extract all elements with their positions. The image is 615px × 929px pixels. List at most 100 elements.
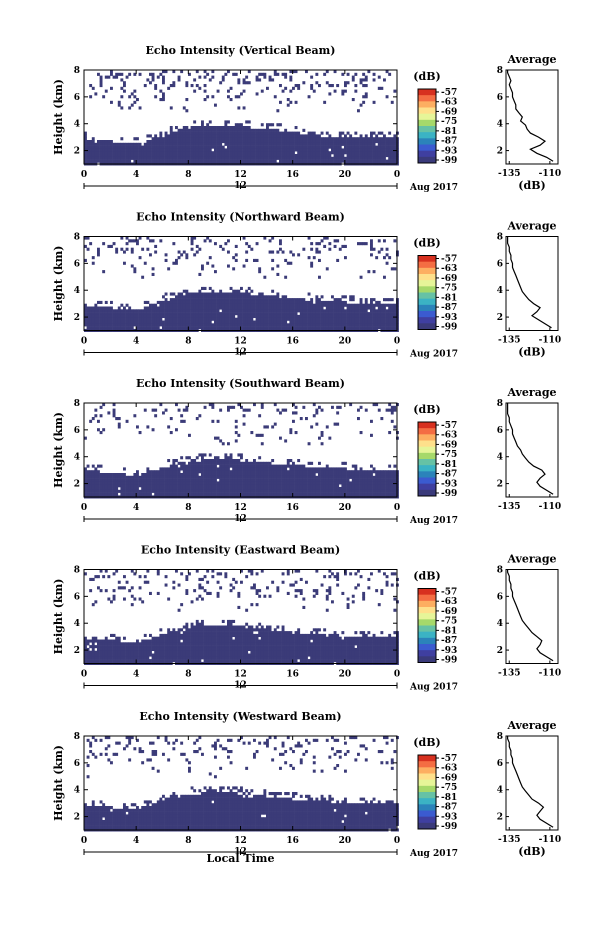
heatmap-cell [276,298,280,302]
heatmap-cell [102,475,106,479]
heatmap-cell [128,239,132,243]
heatmap-cell [224,456,228,460]
average-y-tick-label: 4 [497,120,503,130]
heatmap-cell [206,134,210,138]
heatmap-cell [172,70,176,74]
heatmap-cell [383,492,386,496]
heatmap-cell [242,481,246,485]
heatmap-cell [279,159,282,163]
heatmap-cell [310,312,314,316]
heatmap-cell [138,320,142,324]
heatmap-cell [112,314,116,318]
heatmap-cell [201,151,204,155]
heatmap-cell [136,145,139,149]
heatmap-cell [227,303,230,307]
heatmap-cell [307,442,311,446]
heatmap-cell [167,145,171,149]
heatmap-cell [359,317,363,321]
heatmap-cell [164,159,168,163]
heatmap-cell [206,489,210,493]
heatmap-cell [320,142,324,146]
heatmap-cell [188,140,191,144]
heatmap-cell [336,300,340,304]
heatmap-cell [141,309,145,313]
heatmap-cell [91,489,95,493]
heatmap-cell [234,253,238,257]
heatmap-cell [346,320,350,324]
heatmap-cell [325,425,329,429]
heatmap-cell [312,317,316,321]
heatmap-cell [180,475,184,479]
heatmap-cell [372,154,376,158]
heatmap-cell [245,323,249,327]
heatmap-cell [370,298,373,302]
heatmap-cell [203,323,207,327]
heatmap-cell [323,323,327,327]
heatmap-cell [393,309,397,313]
heatmap-cell [214,436,217,440]
heatmap-cell [364,300,368,304]
heatmap-cell [169,317,173,321]
heatmap-cell [91,478,95,482]
heatmap-cell [224,492,228,496]
heatmap-cell [221,487,225,491]
heatmap-cell [359,478,363,482]
heatmap-cell [242,134,246,138]
heatmap-cell [146,142,150,146]
heatmap-cell [94,326,98,330]
heatmap-cell [242,89,246,93]
heatmap-cell [224,459,228,463]
heatmap-cell [208,489,212,493]
heatmap-cell [221,247,225,251]
heatmap-cell [110,70,113,74]
heatmap-cell [234,317,238,321]
heatmap-cell [193,470,197,474]
heatmap-cell [302,478,306,482]
heatmap-cell [123,81,126,85]
heatmap-cell [232,459,236,463]
heatmap-cell [281,303,285,307]
heatmap-cell [247,408,251,412]
heatmap-cell [341,131,345,135]
heatmap-cell [149,253,152,257]
heatmap-cell [351,145,355,149]
heatmap-cell [260,303,264,307]
heatmap-cell [193,120,197,124]
heatmap-cell [370,148,373,152]
heatmap-cell [240,154,243,158]
heatmap-cell [247,154,251,158]
heatmap-cell [305,475,308,479]
heatmap-cell [279,470,282,474]
heatmap-cell [115,142,119,146]
heatmap-cell [130,320,134,324]
heatmap-cell [123,473,126,477]
y-tick-label: 4 [74,453,80,463]
heatmap-cell [242,309,246,313]
heatmap-cell [198,159,202,163]
heatmap-cell [107,475,111,479]
heatmap-cell [229,145,233,149]
heatmap-cell [146,478,150,482]
heatmap-cell [307,461,311,465]
heatmap-cell [318,154,321,158]
heatmap-cell [198,475,202,479]
heatmap-cell [185,492,189,496]
heatmap-cell [133,481,137,485]
heatmap-cell [357,478,360,482]
heatmap-cell [338,320,342,324]
heatmap-cell [250,137,254,141]
heatmap-cell [255,75,259,79]
heatmap-cell [281,309,285,313]
heatmap-cell [247,478,251,482]
heatmap-cell [250,431,254,435]
heatmap-cell [286,145,290,149]
heatmap-cell [224,489,228,493]
heatmap-cell [240,156,243,160]
heatmap-cell [255,156,259,160]
heatmap-cell [84,492,87,496]
heatmap-cell [177,492,181,496]
heatmap-cell [84,134,87,138]
heatmap-cell [375,473,379,477]
heatmap-cell [328,473,332,477]
heatmap-cell [390,484,394,488]
